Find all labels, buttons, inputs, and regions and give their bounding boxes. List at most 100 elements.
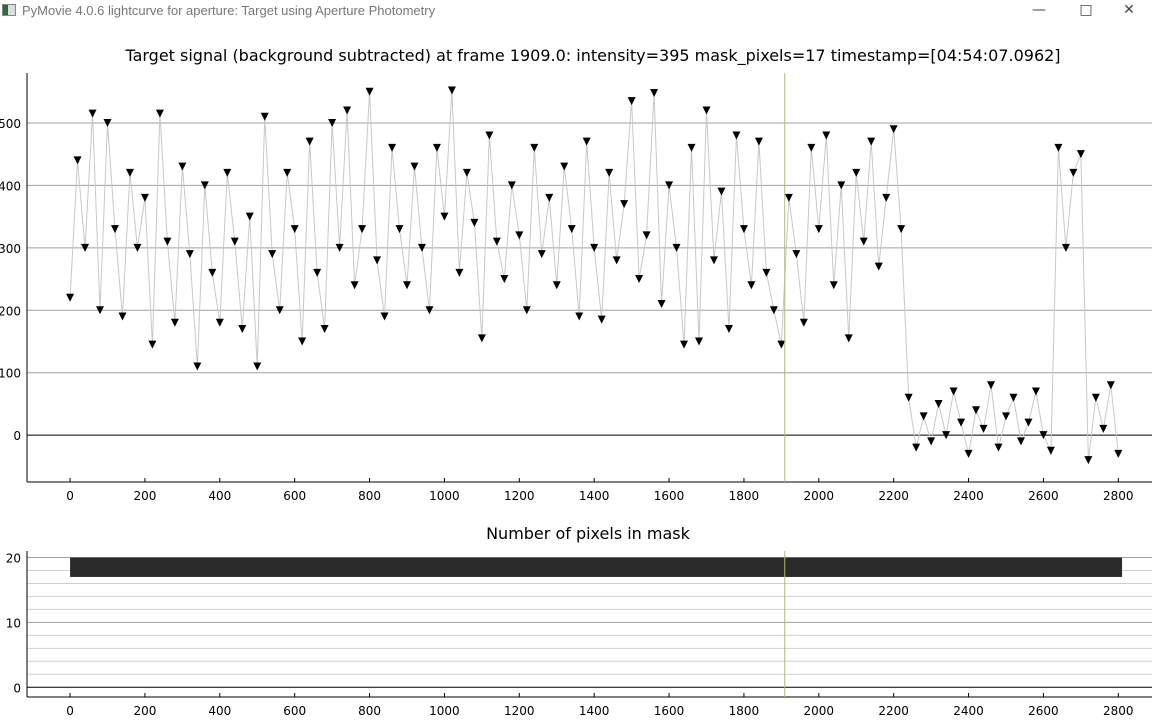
data-point bbox=[1001, 412, 1010, 421]
data-point bbox=[680, 340, 689, 349]
data-point bbox=[275, 306, 284, 315]
data-point bbox=[1084, 456, 1093, 465]
minimize-button[interactable]: — bbox=[1016, 0, 1062, 20]
x-tick-label: 600 bbox=[283, 704, 306, 718]
x-tick-label: 2000 bbox=[804, 704, 835, 718]
data-point bbox=[724, 325, 733, 334]
data-point bbox=[103, 118, 112, 127]
data-point bbox=[268, 250, 277, 259]
data-point bbox=[695, 337, 704, 346]
data-point bbox=[425, 306, 434, 315]
data-point bbox=[1076, 150, 1085, 159]
data-point bbox=[1114, 449, 1123, 458]
data-point bbox=[388, 143, 397, 152]
data-point bbox=[814, 225, 823, 234]
y-tick-label: 20 bbox=[6, 551, 21, 565]
data-point bbox=[1106, 381, 1115, 390]
data-point bbox=[305, 137, 314, 146]
x-tick-label: 0 bbox=[66, 489, 74, 503]
data-point bbox=[590, 243, 599, 252]
data-point bbox=[455, 268, 464, 277]
data-point bbox=[208, 268, 217, 277]
mask-pixels-bar bbox=[70, 557, 1123, 577]
close-icon: ✕ bbox=[1123, 2, 1135, 18]
data-point bbox=[867, 137, 876, 146]
data-point bbox=[859, 237, 868, 246]
data-point bbox=[313, 268, 322, 277]
data-point bbox=[215, 318, 224, 327]
data-point bbox=[927, 437, 936, 446]
data-point bbox=[118, 312, 127, 321]
x-tick-label: 1600 bbox=[654, 704, 685, 718]
data-point bbox=[328, 118, 337, 127]
data-point bbox=[994, 443, 1003, 452]
data-point bbox=[537, 250, 546, 259]
data-point bbox=[949, 387, 958, 396]
data-point bbox=[185, 250, 194, 259]
x-tick-label: 2000 bbox=[804, 489, 835, 503]
data-point bbox=[170, 318, 179, 327]
data-point bbox=[163, 237, 172, 246]
window-title: PyMovie 4.0.6 lightcurve for aperture: T… bbox=[22, 2, 436, 18]
x-tick-label: 1400 bbox=[579, 704, 610, 718]
data-point bbox=[672, 243, 681, 252]
x-tick-label: 1000 bbox=[429, 704, 460, 718]
data-point bbox=[1054, 143, 1063, 152]
data-point bbox=[1069, 168, 1078, 177]
data-point bbox=[552, 281, 561, 290]
data-point bbox=[110, 225, 119, 234]
data-point bbox=[972, 406, 981, 415]
data-point bbox=[410, 162, 419, 171]
data-point bbox=[844, 334, 853, 343]
data-point bbox=[230, 237, 239, 246]
maximize-button[interactable]: □ bbox=[1063, 0, 1109, 20]
data-point bbox=[627, 97, 636, 106]
data-point bbox=[807, 143, 816, 152]
data-point bbox=[477, 334, 486, 343]
data-point bbox=[81, 243, 90, 252]
data-point bbox=[799, 318, 808, 327]
signal-chart[interactable]: Target signal (background subtracted) at… bbox=[0, 20, 1152, 520]
data-point bbox=[507, 181, 516, 190]
data-point bbox=[1009, 393, 1018, 402]
data-point bbox=[739, 225, 748, 234]
data-point bbox=[829, 281, 838, 290]
data-point bbox=[612, 256, 621, 265]
data-point bbox=[904, 393, 913, 402]
y-tick-label: 0 bbox=[13, 681, 21, 695]
data-point bbox=[934, 399, 943, 408]
data-point bbox=[575, 312, 584, 321]
x-tick-label: 800 bbox=[358, 489, 381, 503]
data-point bbox=[432, 143, 441, 152]
x-tick-label: 1600 bbox=[654, 489, 685, 503]
data-point bbox=[777, 340, 786, 349]
y-tick-label: 300 bbox=[0, 242, 21, 256]
data-point bbox=[882, 193, 891, 202]
data-point bbox=[687, 143, 696, 152]
data-point bbox=[874, 262, 883, 271]
data-point bbox=[133, 243, 142, 252]
x-tick-label: 1200 bbox=[504, 489, 535, 503]
data-point bbox=[732, 131, 741, 140]
data-point bbox=[597, 315, 606, 324]
data-point bbox=[769, 306, 778, 315]
x-tick-label: 2400 bbox=[953, 704, 984, 718]
window-titlebar: PyMovie 4.0.6 lightcurve for aperture: T… bbox=[0, 0, 1152, 20]
data-point bbox=[350, 281, 359, 290]
close-button[interactable]: ✕ bbox=[1106, 0, 1152, 20]
data-point bbox=[395, 225, 404, 234]
x-tick-label: 400 bbox=[208, 489, 231, 503]
data-point bbox=[440, 212, 449, 221]
data-point bbox=[620, 200, 629, 209]
x-tick-label: 200 bbox=[133, 704, 156, 718]
x-tick-label: 1800 bbox=[729, 704, 760, 718]
app-icon bbox=[2, 4, 16, 16]
data-point bbox=[140, 193, 149, 202]
data-point bbox=[417, 243, 426, 252]
data-point bbox=[365, 87, 374, 96]
data-point bbox=[709, 256, 718, 265]
data-point bbox=[1024, 418, 1033, 427]
data-point bbox=[762, 268, 771, 277]
x-tick-label: 2400 bbox=[953, 489, 984, 503]
